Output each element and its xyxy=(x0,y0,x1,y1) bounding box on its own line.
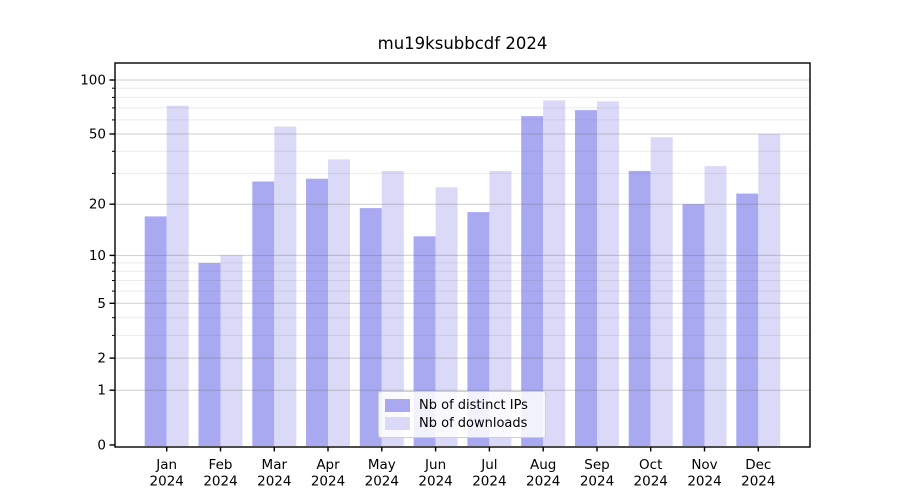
bar-downloads-oct xyxy=(650,137,673,446)
legend-label-distinct-ips: Nb of distinct IPs xyxy=(419,397,528,413)
bar-distinct-ips-nov xyxy=(682,204,705,446)
legend-item-distinct-ips: Nb of distinct IPs xyxy=(385,398,537,413)
x-tick-label-year: 2024 xyxy=(526,474,560,490)
x-tick-label-year: 2024 xyxy=(472,474,506,490)
x-tick-label-year: 2024 xyxy=(741,474,775,490)
x-tick-label-month: Oct xyxy=(639,457,662,473)
bar-downloads-apr xyxy=(328,159,350,446)
bar-distinct-ips-feb xyxy=(198,262,221,446)
bar-downloads-nov xyxy=(704,166,727,446)
bar-downloads-dec xyxy=(758,134,781,446)
legend: Nb of distinct IPs Nb of downloads xyxy=(378,391,546,438)
x-tick-label-year: 2024 xyxy=(418,474,452,490)
x-tick-label-month: Jan xyxy=(155,457,177,473)
y-tick-label: 100 xyxy=(80,73,106,89)
x-tick-label-year: 2024 xyxy=(634,474,668,490)
x-tick-label-month: Apr xyxy=(316,457,340,473)
x-tick-label-month: Feb xyxy=(209,457,233,473)
bar-distinct-ips-dec xyxy=(736,193,759,446)
legend-item-downloads: Nb of downloads xyxy=(385,416,537,431)
bar-downloads-jul xyxy=(489,170,512,446)
bar-downloads-aug xyxy=(543,100,566,447)
bar-distinct-ips-sep xyxy=(575,110,597,446)
bar-distinct-ips-may xyxy=(359,208,382,446)
bar-downloads-jan xyxy=(166,105,189,446)
bar-downloads-sep xyxy=(597,101,619,447)
y-tick-label: 20 xyxy=(89,197,106,213)
bar-downloads-mar xyxy=(274,126,297,446)
x-tick-label-month: May xyxy=(368,457,396,473)
x-tick-label-month: Jun xyxy=(424,457,446,473)
y-tick-label: 50 xyxy=(89,127,106,143)
bar-distinct-ips-mar xyxy=(252,181,275,446)
x-tick-label-year: 2024 xyxy=(150,474,184,490)
x-tick-label-year: 2024 xyxy=(311,474,345,490)
y-tick-label: 0 xyxy=(97,438,106,454)
x-tick-label-month: Mar xyxy=(262,457,288,473)
x-tick-label-year: 2024 xyxy=(203,474,237,490)
y-tick-label: 10 xyxy=(89,248,106,264)
x-tick-label-month: Dec xyxy=(745,457,771,473)
bar-distinct-ips-apr xyxy=(306,178,328,446)
y-tick-label: 1 xyxy=(97,383,106,399)
x-tick-label-month: Sep xyxy=(584,457,609,473)
legend-swatch-distinct-ips xyxy=(385,398,410,412)
bar-distinct-ips-jul xyxy=(467,212,490,446)
x-tick-label-year: 2024 xyxy=(687,474,721,490)
x-tick-label-month: Aug xyxy=(530,457,556,473)
legend-label-downloads: Nb of downloads xyxy=(419,416,528,432)
legend-swatch-downloads xyxy=(385,417,410,431)
bar-distinct-ips-aug xyxy=(521,116,544,446)
bar-distinct-ips-oct xyxy=(628,170,651,446)
bar-downloads-may xyxy=(381,170,404,446)
bar-downloads-jun xyxy=(435,187,458,447)
x-tick-label-year: 2024 xyxy=(365,474,399,490)
x-tick-label-month: Jul xyxy=(480,457,497,473)
bar-distinct-ips-jan xyxy=(144,216,167,446)
x-tick-label-month: Nov xyxy=(691,457,717,473)
chart-title: mu19ksubbcdf 2024 xyxy=(377,34,548,53)
y-tick-label: 2 xyxy=(97,351,106,367)
bar-downloads-feb xyxy=(220,255,243,446)
x-tick-label-year: 2024 xyxy=(257,474,291,490)
x-tick-label-year: 2024 xyxy=(580,474,614,490)
y-tick-label: 5 xyxy=(97,296,106,312)
